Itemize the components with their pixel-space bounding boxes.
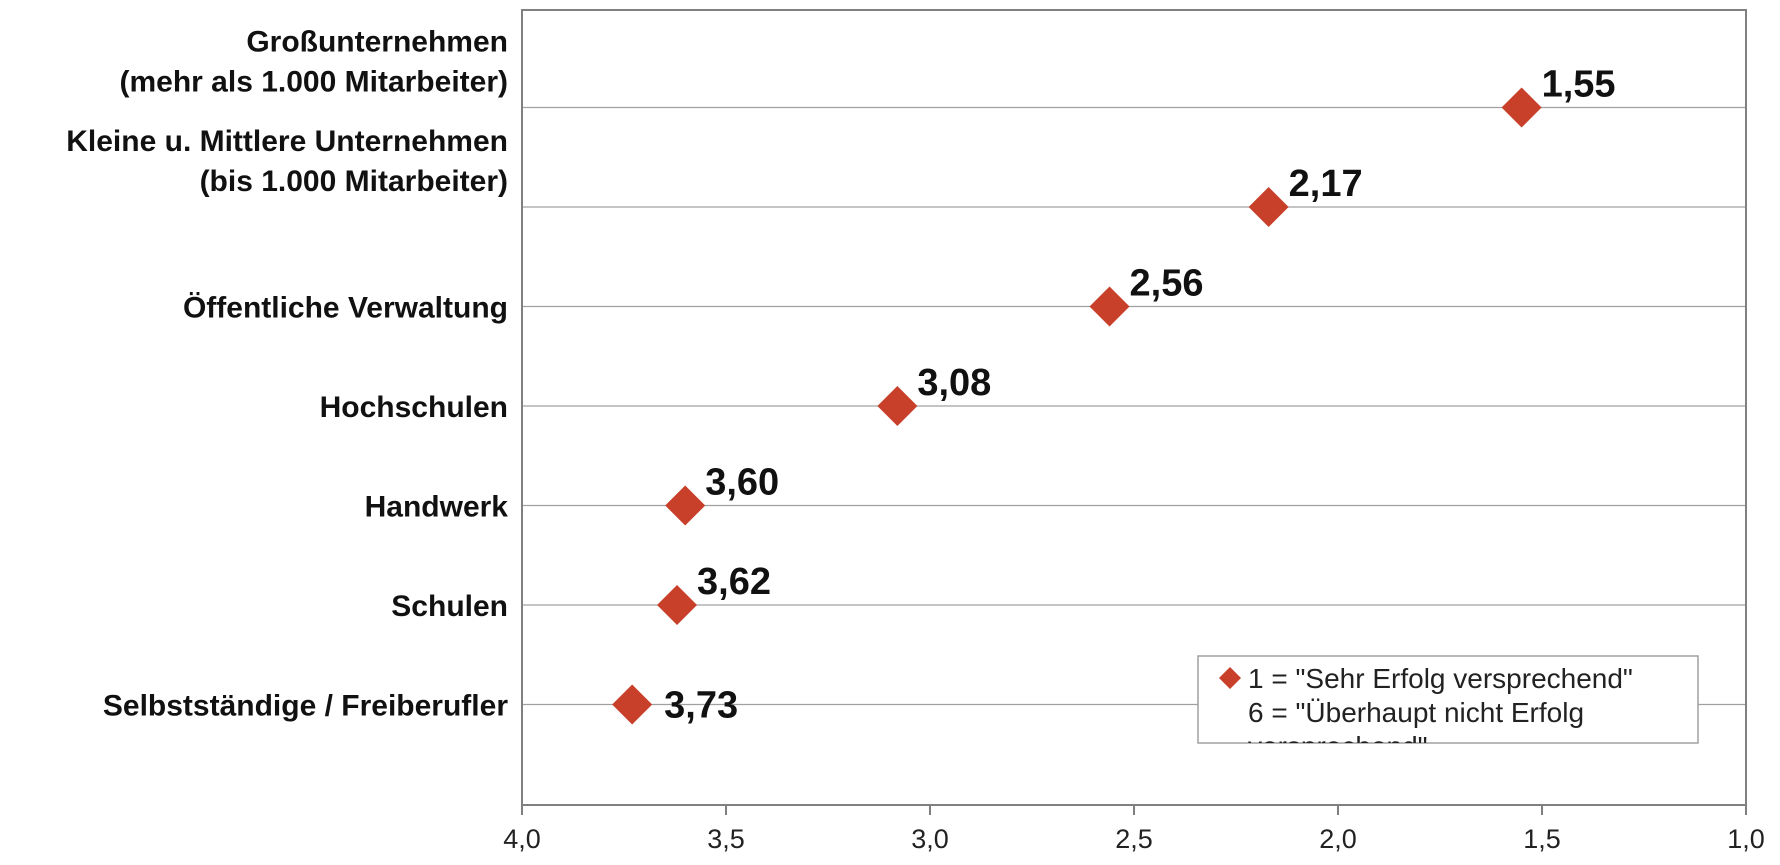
category-label: (bis 1.000 Mitarbeiter) — [200, 165, 508, 198]
category-label: Kleine u. Mittlere Unternehmen — [66, 125, 508, 158]
category-label: Schulen — [391, 590, 508, 623]
data-label: 2,17 — [1289, 163, 1363, 205]
legend-text: 6 = "Überhaupt nicht Erfolg — [1248, 697, 1584, 728]
legend-text: 1 = "Sehr Erfolg versprechend" — [1248, 663, 1633, 694]
category-label: (mehr als 1.000 Mitarbeiter) — [120, 66, 509, 99]
x-tick-label: 1,5 — [1523, 824, 1561, 854]
data-point-diamond — [612, 684, 653, 725]
category-label: Öffentliche Verwaltung — [183, 292, 508, 325]
category-label: Großunternehmen — [246, 26, 508, 59]
data-point-diamond — [877, 386, 918, 426]
data-label: 3,08 — [917, 362, 991, 404]
category-label: Selbstständige / Freiberufler — [103, 690, 508, 723]
legend-marker-diamond — [1219, 667, 1241, 689]
x-tick-label: 2,0 — [1319, 824, 1357, 854]
data-point-diamond — [1501, 87, 1542, 128]
x-tick-label: 3,5 — [707, 824, 745, 854]
x-tick-label: 2,5 — [1115, 824, 1153, 854]
data-point-diamond — [665, 485, 706, 526]
data-point-diamond — [1089, 286, 1130, 327]
x-tick-label: 3,0 — [911, 824, 949, 854]
data-label: 2,56 — [1130, 263, 1204, 305]
data-label: 1,55 — [1542, 64, 1616, 106]
legend-box — [1197, 655, 1699, 744]
category-label: Hochschulen — [320, 391, 508, 424]
data-label: 3,62 — [697, 561, 771, 603]
data-label: 3,60 — [705, 462, 779, 504]
data-label: 3,73 — [664, 685, 738, 727]
legend-text: versprechend" — [1248, 731, 1428, 762]
data-point-diamond — [1248, 187, 1289, 227]
data-point-diamond — [657, 585, 698, 625]
x-tick-label: 4,0 — [503, 824, 541, 854]
category-label: Handwerk — [365, 491, 509, 524]
x-tick-label: 1,0 — [1727, 824, 1765, 854]
